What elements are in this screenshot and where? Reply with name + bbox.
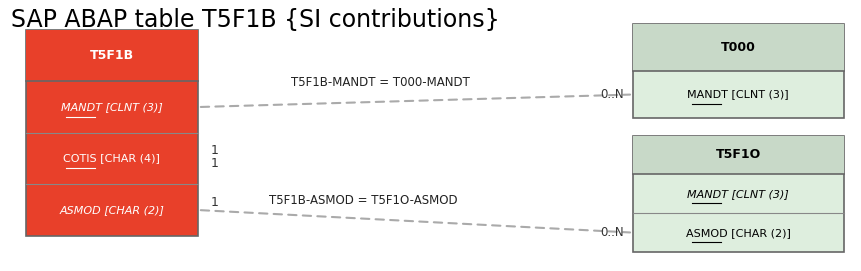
Text: T5F1B-MANDT = T000-MANDT: T5F1B-MANDT = T000-MANDT [291,76,470,89]
Text: 0..N: 0..N [601,226,624,239]
FancyBboxPatch shape [26,30,198,81]
Text: ASMOD [CHAR (2)]: ASMOD [CHAR (2)] [686,228,790,238]
Text: 0..N: 0..N [601,88,624,101]
FancyBboxPatch shape [633,136,844,174]
FancyBboxPatch shape [633,136,844,252]
FancyBboxPatch shape [633,24,844,118]
Text: T000: T000 [721,41,756,54]
Text: 1: 1 [211,144,219,157]
Text: MANDT [CLNT (3)]: MANDT [CLNT (3)] [687,189,790,199]
Text: T5F1B-ASMOD = T5F1O-ASMOD: T5F1B-ASMOD = T5F1O-ASMOD [269,195,457,208]
Text: T5F1B: T5F1B [90,49,134,62]
Text: T5F1O: T5F1O [715,149,761,162]
FancyBboxPatch shape [633,24,844,71]
Text: MANDT [CLNT (3)]: MANDT [CLNT (3)] [61,102,163,112]
Text: ASMOD [CHAR (2)]: ASMOD [CHAR (2)] [59,205,164,215]
Text: COTIS [CHAR (4)]: COTIS [CHAR (4)] [64,154,160,163]
Text: 1: 1 [211,196,219,209]
Text: 1: 1 [211,157,219,170]
Text: MANDT [CLNT (3)]: MANDT [CLNT (3)] [687,89,790,99]
Text: SAP ABAP table T5F1B {SI contributions}: SAP ABAP table T5F1B {SI contributions} [11,8,500,32]
FancyBboxPatch shape [26,30,198,236]
